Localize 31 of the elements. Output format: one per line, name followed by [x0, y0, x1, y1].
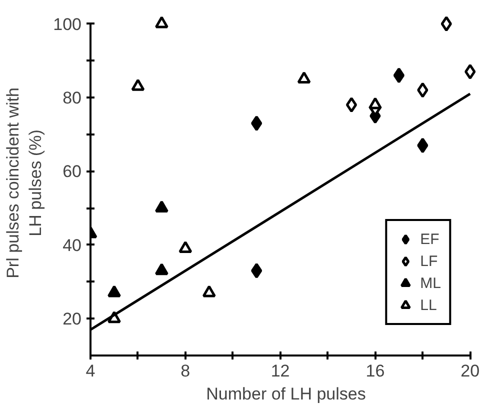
x-tick-label: 4: [86, 362, 96, 380]
point: [440, 16, 452, 32]
legend-label: ML: [420, 274, 441, 292]
y-tick-label: 80: [62, 88, 82, 108]
point: [368, 97, 382, 110]
point: [464, 64, 476, 80]
x-tick-label: 8: [180, 362, 190, 380]
legend-label: EF: [420, 230, 440, 248]
point: [417, 82, 428, 98]
point: [202, 285, 216, 298]
x-tick-label: 20: [460, 362, 480, 380]
point: [417, 138, 428, 154]
point: [178, 241, 192, 254]
y-tick-label: 20: [62, 310, 82, 329]
point: [107, 285, 121, 298]
legend-label: LF: [420, 252, 439, 270]
legend-label: LL: [420, 296, 438, 314]
point: [393, 68, 405, 84]
y-tick-label: 40: [62, 236, 82, 255]
y-axis-title: Prl pulses coincident with LH pulses (%): [3, 88, 46, 278]
point: [131, 78, 145, 91]
y-tick-label: 100: [53, 14, 82, 34]
x-tick-label: 12: [270, 362, 290, 380]
point: [346, 97, 358, 113]
x-axis-title: Number of LH pulses: [206, 384, 366, 404]
point: [154, 200, 168, 212]
x-tick-label: 16: [366, 362, 385, 380]
point: [250, 262, 262, 278]
point: [154, 263, 168, 276]
point: [250, 116, 262, 132]
y-tick-label: 60: [62, 162, 82, 182]
